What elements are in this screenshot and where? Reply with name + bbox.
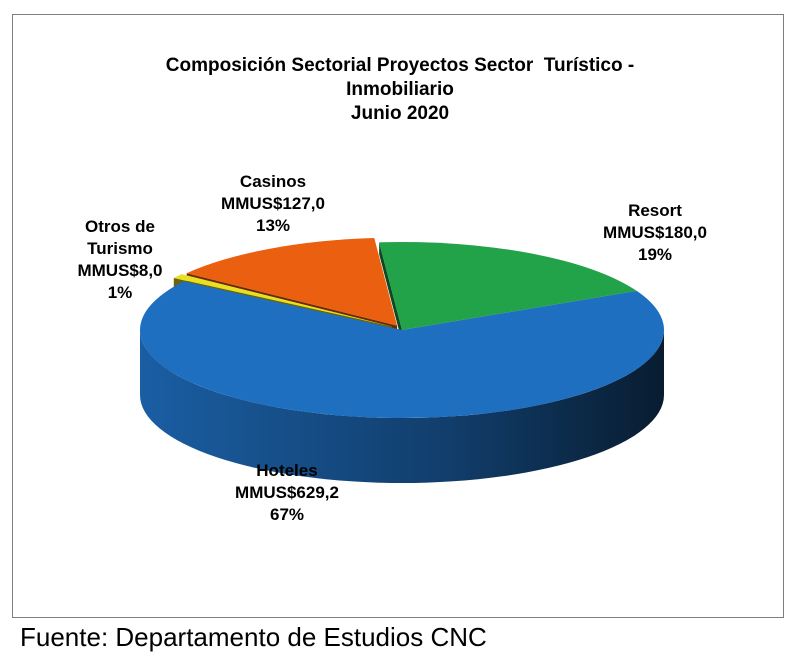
chart-title-line-2: Inmobiliario: [346, 79, 454, 100]
slice-resort-cut-face: [379, 242, 402, 342]
slice-label-casinos-name: Casinos: [240, 172, 306, 191]
slice-label-resort-value: MMUS$180,0: [603, 223, 707, 242]
slice-resort: [379, 242, 637, 342]
slice-label-resort-percent: 19%: [638, 245, 672, 264]
slice-label-resort-name: Resort: [628, 201, 682, 220]
slice-label-otros-value: MMUS$8,0: [77, 261, 162, 280]
slice-hoteles-side: [140, 330, 664, 483]
slice-label-otros-name-1: Otros de: [85, 217, 155, 236]
slice-label-casinos-percent: 13%: [256, 216, 290, 235]
slice-label-otros-name-2: Turismo: [87, 239, 153, 258]
slice-label-casinos-value: MMUS$127,0: [221, 194, 325, 213]
pie-chart: Composición Sectorial Proyectos Sector T…: [77, 55, 707, 524]
slice-otros-top: [173, 274, 393, 327]
chart-title-line-3: Junio 2020: [351, 103, 449, 124]
slice-label-hoteles-name: Hoteles: [256, 461, 317, 480]
chart-title: Composición Sectorial Proyectos Sector T…: [166, 55, 634, 124]
slice-casinos-top: [186, 237, 398, 326]
slice-label-hoteles-percent: 67%: [270, 505, 304, 524]
slice-label-hoteles: Hoteles MMUS$629,2 67%: [235, 461, 339, 524]
slice-hoteles: [140, 281, 665, 483]
slice-resort-top: [379, 242, 637, 330]
source-note: Fuente: Departamento de Estudios CNC: [20, 622, 487, 652]
slice-label-otros: Otros de Turismo MMUS$8,0 1%: [77, 217, 162, 302]
slice-label-otros-percent: 1%: [108, 283, 133, 302]
slice-label-resort: Resort MMUS$180,0 19%: [603, 201, 707, 264]
slice-hoteles-top: [140, 281, 665, 418]
slice-label-hoteles-value: MMUS$629,2: [235, 483, 339, 502]
chart-title-line-1: Composición Sectorial Proyectos Sector T…: [166, 55, 634, 76]
slice-label-casinos: Casinos MMUS$127,0 13%: [221, 172, 325, 235]
